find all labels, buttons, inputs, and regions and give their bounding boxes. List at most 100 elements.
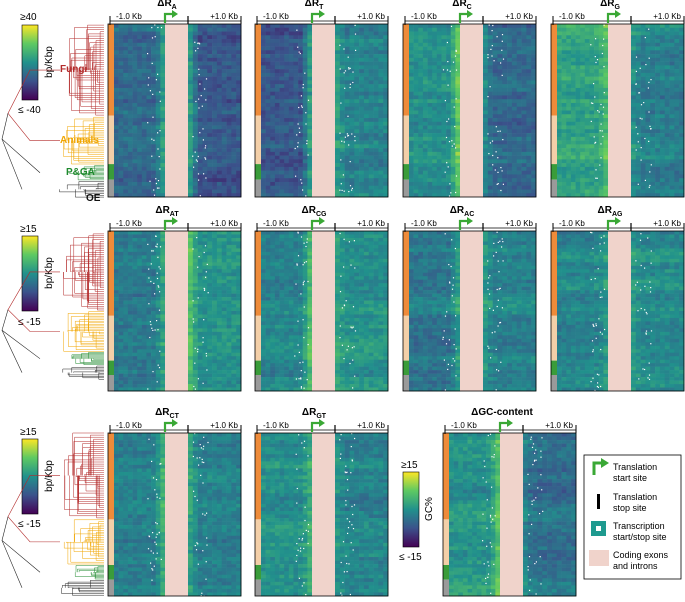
tree-clade-pga-branch	[95, 572, 104, 579]
heatmap-cell	[507, 24, 513, 29]
heatmap-cell	[123, 91, 129, 96]
heatmap-cell	[655, 106, 661, 111]
heatmap-cell	[640, 174, 646, 179]
heatmap-cell	[151, 148, 157, 153]
heatmap-cell	[531, 174, 537, 179]
heatmap-cell	[664, 178, 670, 183]
heatmap-cell	[507, 140, 513, 145]
heatmap-cell	[132, 72, 138, 77]
heatmap-cell	[409, 185, 414, 190]
heatmap-cell	[635, 65, 641, 70]
heatmap-cell	[236, 91, 242, 96]
heatmap-cell	[231, 84, 237, 89]
heatmap-cell	[511, 136, 518, 141]
heatmap-cell	[127, 166, 133, 171]
heatmap-cell	[441, 57, 447, 62]
heatmap-cell	[363, 65, 370, 70]
heatmap-cell	[359, 136, 365, 141]
heatmap-cell	[427, 166, 433, 171]
heatmap-cell	[640, 76, 646, 81]
heatmap-cell	[669, 87, 675, 92]
heatmap-cell	[363, 189, 370, 194]
heatmap-cell	[650, 80, 656, 85]
heatmap-cell	[212, 84, 218, 89]
heatmap-cell	[188, 106, 194, 111]
heatmap-cell	[236, 133, 242, 138]
heatmap-cell	[188, 193, 194, 198]
heatmap-cell	[679, 84, 685, 89]
heatmap-cell	[557, 148, 562, 153]
heatmap-cell	[584, 178, 590, 183]
heatmap-cell	[436, 133, 442, 138]
marker-dot	[501, 170, 503, 172]
tree-clade-animals-branch	[76, 324, 104, 332]
heatmap-cell	[631, 54, 637, 59]
heatmap-cell	[132, 234, 138, 239]
heatmap-cell	[436, 61, 442, 66]
heatmap-cell	[155, 151, 161, 156]
heatmap-cell	[373, 35, 379, 40]
tree-clade-pga-branch	[89, 172, 104, 179]
tree-clade-pga-branch	[83, 166, 104, 173]
heatmap-cell	[645, 61, 651, 66]
heatmap-cell	[293, 151, 299, 156]
heatmap-cell	[575, 193, 581, 198]
marker-dot	[638, 92, 640, 94]
heatmap-cell	[450, 140, 456, 145]
heatmap-cell	[118, 272, 124, 277]
heatmap-cell	[236, 258, 242, 263]
heatmap-cell	[450, 189, 456, 194]
heatmap-cell	[236, 155, 242, 160]
heatmap-cell	[123, 181, 129, 187]
tree-clade-oe-branch	[98, 372, 104, 380]
heatmap-cell	[635, 27, 641, 32]
heatmap-cell	[446, 80, 452, 85]
heatmap-cell	[261, 106, 266, 111]
heatmap-cell	[231, 269, 237, 274]
heatmap-cell	[483, 27, 489, 32]
heatmap-cell	[497, 114, 503, 119]
heatmap-cell	[216, 140, 223, 145]
heatmap-cell	[293, 99, 299, 104]
heatmap-cell	[566, 76, 572, 81]
heatmap-cell	[265, 61, 271, 66]
heatmap-cell	[584, 125, 590, 130]
heatmap-cell	[207, 114, 213, 119]
marker-dot	[502, 139, 504, 141]
heatmap-cell	[160, 42, 166, 47]
heatmap-cell	[650, 125, 656, 130]
heatmap-cell	[450, 102, 456, 108]
heatmap-cell	[197, 234, 203, 239]
marker-dot	[601, 52, 603, 55]
heatmap-cell	[359, 39, 365, 44]
heatmap-cell	[188, 136, 194, 141]
tree-clade-oe-branch	[67, 372, 104, 376]
heatmap-cell	[270, 61, 276, 66]
heatmap-cell	[160, 140, 166, 145]
tree-clade-animals-branch	[78, 140, 104, 163]
heatmap-cell	[436, 27, 442, 32]
heatmap-cell	[511, 170, 518, 175]
heatmap-cell	[516, 76, 522, 81]
heatmap-cell	[197, 121, 203, 126]
tree-clade-fungi-branch	[89, 42, 104, 71]
heatmap-cell	[679, 95, 685, 100]
heatmap-cell	[561, 144, 567, 149]
heatmap-cell	[655, 24, 661, 29]
heatmap-cell	[631, 121, 637, 126]
heatmap-cell	[359, 181, 365, 187]
heatmap-cell	[188, 155, 194, 160]
heatmap-cell	[307, 99, 313, 104]
heatmap-cell	[207, 31, 213, 36]
heatmap-cell	[146, 133, 152, 138]
heatmap-cell	[261, 95, 266, 100]
tree-clade-fungi-branch	[73, 70, 104, 79]
marker-dot	[354, 24, 356, 26]
heatmap-cell	[526, 148, 532, 153]
heatmap-cell	[288, 72, 294, 77]
heatmap-cell	[236, 189, 242, 194]
heatmap-cell	[265, 181, 271, 187]
heatmap-cell	[363, 91, 370, 96]
heatmap-cell	[378, 110, 384, 115]
heatmap-cell	[359, 178, 365, 183]
